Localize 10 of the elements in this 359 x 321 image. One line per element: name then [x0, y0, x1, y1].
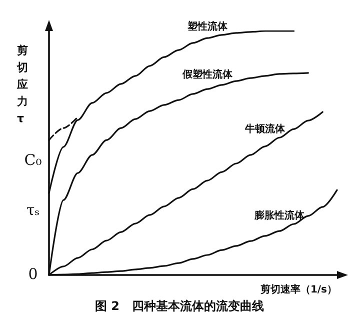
series-label: 膨胀性流体: [253, 210, 306, 222]
series-label: 塑性流体: [186, 20, 228, 33]
text: C₀: [24, 151, 42, 169]
text: 图 2 四种基本流体的流变曲线: [94, 299, 264, 313]
series-label: 假塑性流体: [181, 68, 234, 81]
y-axis-title: 剪切应力τ: [16, 44, 28, 125]
series-label: 牛顿流体: [244, 122, 286, 135]
x-axis-title: 剪切速率（1/s）: [260, 284, 337, 296]
text: τₛ: [26, 201, 40, 219]
text: 0: [28, 265, 38, 283]
